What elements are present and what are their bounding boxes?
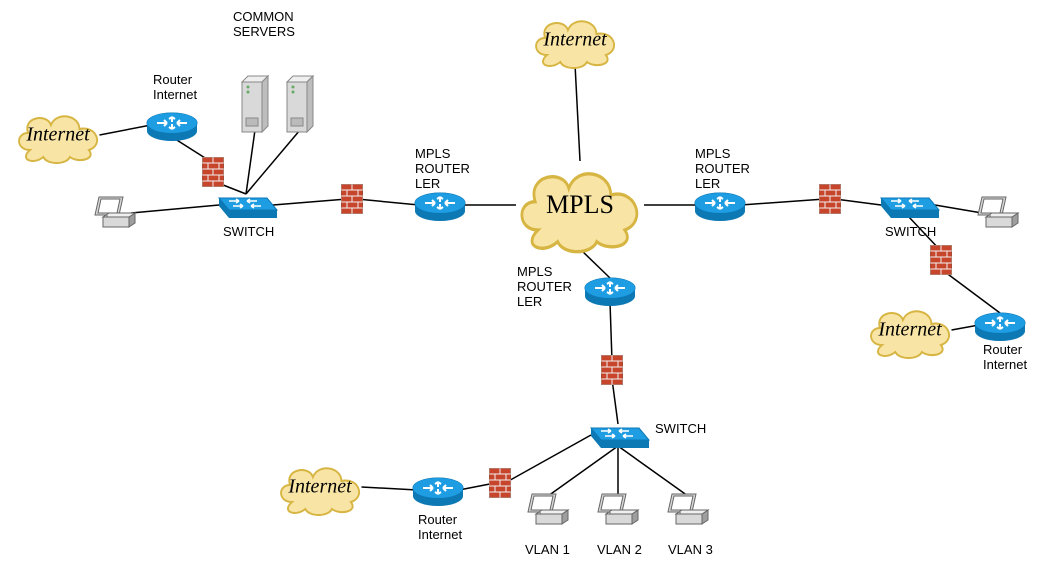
pc-icon <box>596 490 640 530</box>
router-icon <box>411 472 465 508</box>
cloud-label: Internet <box>878 319 941 342</box>
firewall-icon <box>930 245 952 275</box>
firewall-icon <box>341 184 363 214</box>
pc-icon <box>976 193 1020 233</box>
cloud-label: MPLS <box>546 190 614 220</box>
label-switch: SWITCH <box>223 225 274 240</box>
label-router_internet: Router Internet <box>153 73 197 103</box>
router-icon <box>693 187 747 223</box>
label-router_internet: Router Internet <box>418 513 462 543</box>
firewall-icon <box>601 355 623 385</box>
label-vlan2: VLAN 2 <box>597 543 642 558</box>
firewall-icon <box>489 468 511 498</box>
label-mpls_router_ler: MPLS ROUTER LER <box>415 147 470 192</box>
label-common_servers: COMMON SERVERS <box>233 10 295 40</box>
label-mpls_router_ler: MPLS ROUTER LER <box>695 147 750 192</box>
label-switch: SWITCH <box>655 422 706 437</box>
pc-icon <box>666 490 710 530</box>
pc-icon <box>526 490 570 530</box>
firewall-icon <box>819 184 841 214</box>
cloud-label: Internet <box>543 29 606 52</box>
router-icon <box>413 187 467 223</box>
server-icon <box>283 72 317 136</box>
switch-icon <box>585 418 651 452</box>
label-vlan3: VLAN 3 <box>668 543 713 558</box>
server-icon <box>238 72 272 136</box>
label-mpls_router_ler: MPLS ROUTER LER <box>517 265 572 310</box>
firewall-icon <box>202 157 224 187</box>
pc-icon <box>93 193 137 233</box>
router-icon <box>583 272 637 308</box>
router-icon <box>145 107 199 143</box>
label-switch: SWITCH <box>885 225 936 240</box>
cloud-label: Internet <box>288 476 351 499</box>
label-router_internet: Router Internet <box>983 343 1027 373</box>
label-vlan1: VLAN 1 <box>525 543 570 558</box>
router-icon <box>973 307 1027 343</box>
cloud-label: Internet <box>26 124 89 147</box>
switch-icon <box>875 188 941 222</box>
switch-icon <box>213 188 279 222</box>
network-diagram: Internet Internet Internet Internet MPLS <box>0 0 1056 580</box>
